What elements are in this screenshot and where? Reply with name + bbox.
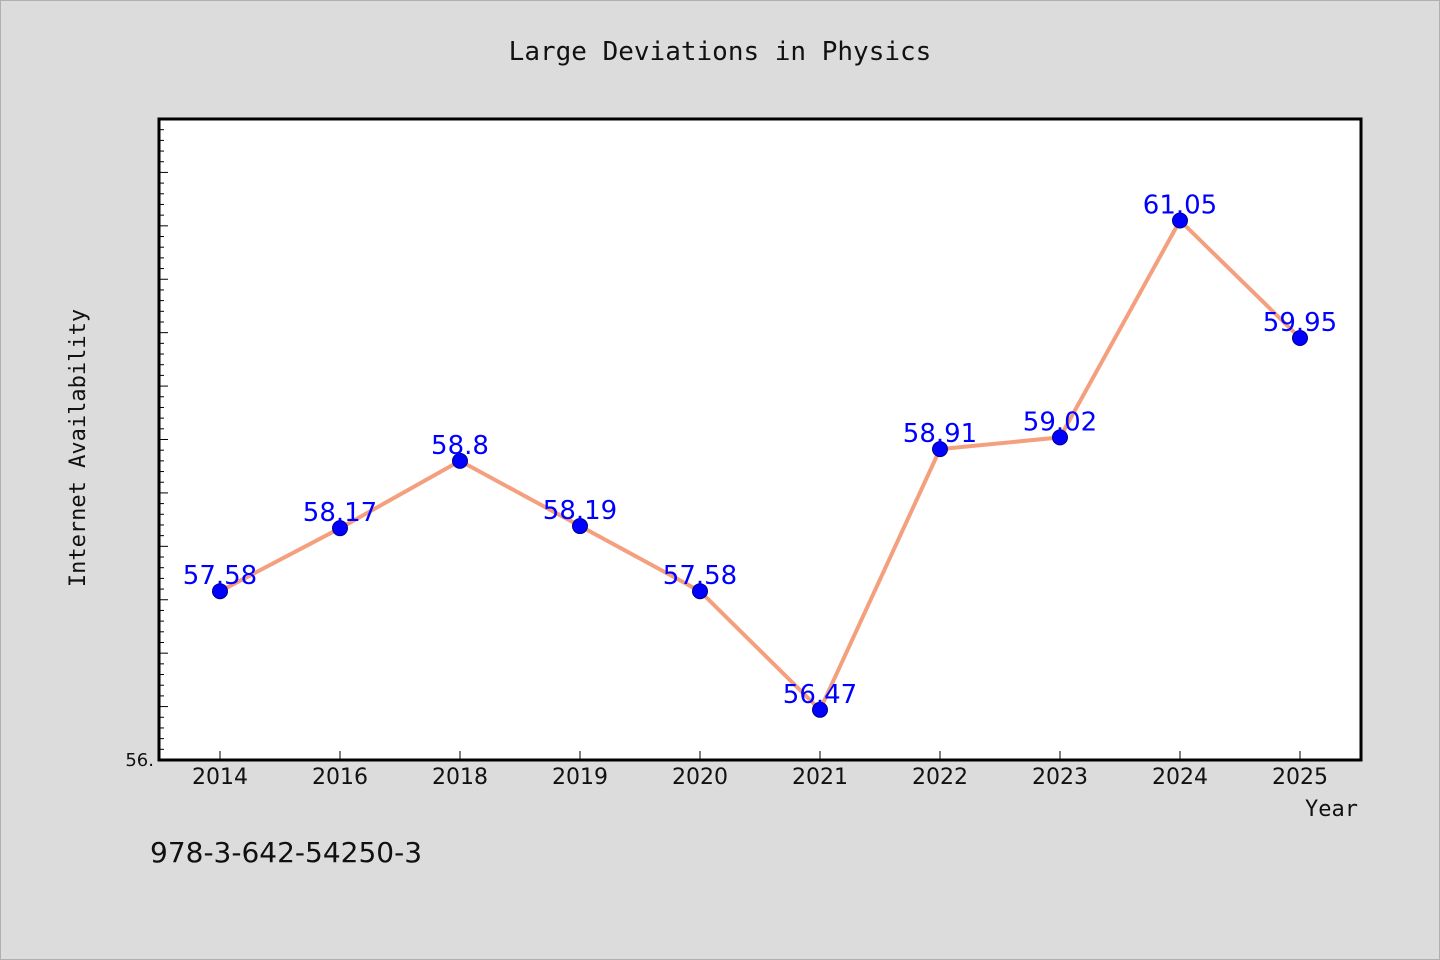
data-label: 58.17 <box>303 498 377 528</box>
data-label: 57.58 <box>183 561 257 591</box>
x-tick-label: 2024 <box>1152 765 1208 790</box>
x-tick-label: 2023 <box>1032 765 1088 790</box>
data-point <box>572 518 588 535</box>
data-point <box>212 583 228 600</box>
data-point <box>1292 330 1308 347</box>
data-label: 58.91 <box>903 419 977 449</box>
x-tick-label: 2014 <box>192 765 248 790</box>
x-tick-label: 2019 <box>552 765 608 790</box>
x-tick-label: 2021 <box>792 765 848 790</box>
data-point <box>1052 429 1068 446</box>
x-tick-label: 2022 <box>912 765 968 790</box>
x-tick-label: 2016 <box>312 765 368 790</box>
footer-note: 978-3-642-54250-3 <box>150 836 422 869</box>
data-label: 59.95 <box>1263 308 1337 338</box>
data-point <box>452 452 468 469</box>
data-label: 57.58 <box>663 561 737 591</box>
x-tick-label: 2020 <box>672 765 728 790</box>
data-labels: 57.58 58.17 58.8 58.19 57.58 56.47 58.91 59.02 6… <box>183 190 1337 709</box>
series-line <box>219 218 1302 712</box>
data-label: 56.47 <box>783 680 857 710</box>
plot-frame <box>157 117 1363 762</box>
x-tick-label: 2025 <box>1272 765 1328 790</box>
data-point <box>1172 212 1188 229</box>
series-markers <box>212 212 1308 718</box>
data-point <box>692 583 708 600</box>
chart-title: Large Deviations in Physics <box>509 37 932 67</box>
x-tick-label: 2018 <box>432 765 488 790</box>
data-point <box>932 441 948 458</box>
data-label: 59.02 <box>1023 407 1097 437</box>
y-tick-label: 56. <box>125 750 154 771</box>
data-label: 58.19 <box>543 496 617 526</box>
data-label: 58.8 <box>431 431 489 461</box>
data-label: 61.05 <box>1143 190 1217 220</box>
y-axis-label: Internet Availability <box>66 309 91 587</box>
data-point <box>332 520 348 537</box>
x-axis-label: Year <box>1305 797 1358 822</box>
data-point <box>812 701 828 718</box>
x-tick-labels: 2014 2016 2018 2019 2020 2021 2022 2023 2024 2025 <box>192 765 1328 790</box>
